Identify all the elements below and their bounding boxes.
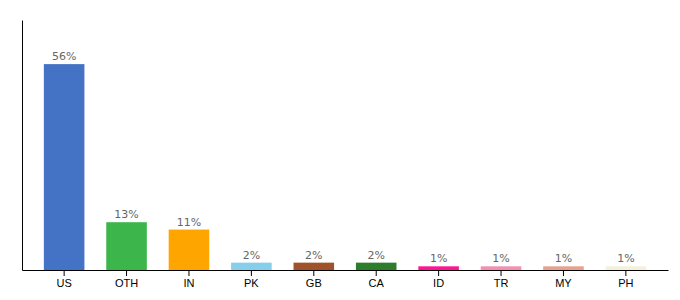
data-label: 56% bbox=[52, 50, 76, 63]
data-label: 1% bbox=[555, 252, 572, 265]
y-axis-line bbox=[22, 21, 23, 271]
x-tick: IN bbox=[183, 270, 194, 289]
x-tick-mark bbox=[313, 270, 314, 276]
x-tick-label: OTH bbox=[115, 277, 138, 289]
bar bbox=[169, 230, 210, 270]
x-axis-line bbox=[23, 270, 669, 271]
x-tick-mark bbox=[625, 270, 626, 276]
bar bbox=[294, 263, 335, 270]
x-tick-mark bbox=[563, 270, 564, 276]
data-label: 2% bbox=[367, 249, 384, 262]
x-tick-label: GB bbox=[306, 277, 322, 289]
bar bbox=[106, 222, 147, 270]
x-tick-label: MY bbox=[555, 277, 572, 289]
bars bbox=[44, 64, 646, 270]
x-tick-mark bbox=[64, 270, 65, 276]
x-tick-mark bbox=[501, 270, 502, 276]
x-tick: PK bbox=[244, 270, 259, 289]
x-tick: MY bbox=[555, 270, 572, 289]
x-tick-label: IN bbox=[183, 277, 194, 289]
bar bbox=[543, 266, 584, 270]
x-tick: US bbox=[56, 270, 71, 289]
x-tick: TR bbox=[494, 270, 509, 289]
x-axis: US OTH IN PK GB CA ID TR MY PH bbox=[23, 270, 669, 289]
bar bbox=[606, 266, 647, 270]
data-label: 11% bbox=[177, 216, 201, 229]
x-tick-mark bbox=[438, 270, 439, 276]
bar bbox=[418, 266, 459, 270]
x-tick: ID bbox=[433, 270, 444, 289]
x-tick: CA bbox=[369, 270, 385, 289]
data-label: 13% bbox=[114, 208, 138, 221]
y-axis bbox=[22, 21, 23, 271]
x-tick-mark bbox=[251, 270, 252, 276]
x-tick-label: ID bbox=[433, 277, 444, 289]
x-tick-mark bbox=[126, 270, 127, 276]
x-tick-mark bbox=[188, 270, 189, 276]
data-label: 2% bbox=[243, 249, 260, 262]
bar bbox=[44, 64, 85, 270]
data-labels: 56% 13% 11% 2% 2% 2% 1% 1% 1% 1% bbox=[52, 50, 635, 265]
chart: 56% 13% 11% 2% 2% 2% 1% 1% 1% 1% US OTH IN PK GB CA ID TR… bbox=[0, 0, 680, 300]
data-label: 1% bbox=[430, 252, 447, 265]
plot: 56% 13% 11% 2% 2% 2% 1% 1% 1% 1% US OTH IN PK GB CA ID TR… bbox=[23, 21, 669, 289]
x-tick-label: PH bbox=[618, 277, 633, 289]
data-label: 2% bbox=[305, 249, 322, 262]
bar bbox=[356, 263, 397, 270]
bar bbox=[231, 263, 272, 270]
x-tick: PH bbox=[618, 270, 633, 289]
x-tick-label: PK bbox=[244, 277, 259, 289]
x-tick-label: US bbox=[56, 277, 71, 289]
x-tick: OTH bbox=[115, 270, 138, 289]
x-tick: GB bbox=[306, 270, 322, 289]
data-label: 1% bbox=[492, 252, 509, 265]
x-tick-mark bbox=[376, 270, 377, 276]
x-tick-label: TR bbox=[494, 277, 509, 289]
bar bbox=[481, 266, 522, 270]
data-label: 1% bbox=[617, 252, 634, 265]
x-tick-label: CA bbox=[369, 277, 385, 289]
